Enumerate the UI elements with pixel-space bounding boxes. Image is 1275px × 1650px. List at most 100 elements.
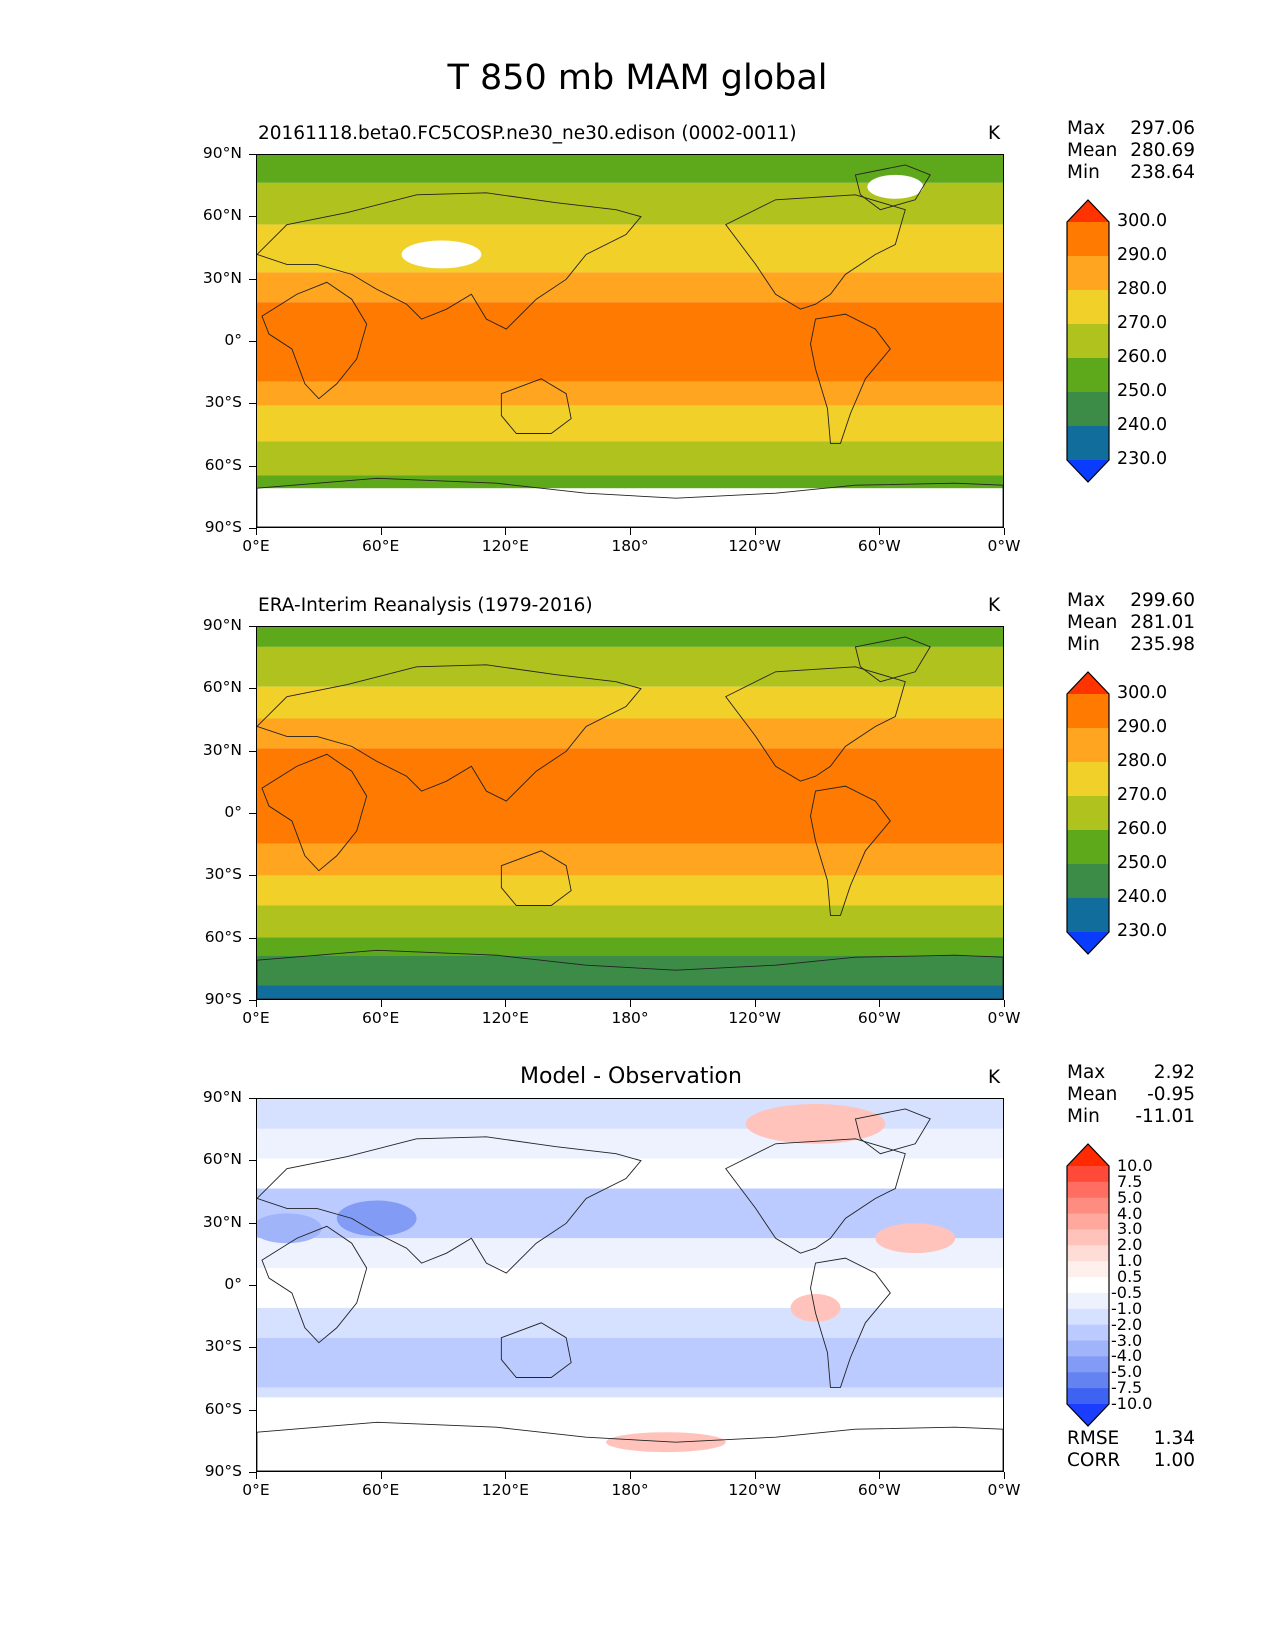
lat-tick-label: 90°S	[204, 1462, 242, 1480]
lat-tick-mark	[249, 937, 256, 939]
stat-value: 238.64	[1130, 162, 1195, 183]
lat-tick-label: 60°S	[204, 455, 242, 474]
coastline	[257, 1421, 1003, 1471]
lon-tick-mark	[1004, 1472, 1005, 1479]
colorbar-tick-label: 4.0	[1117, 1203, 1143, 1223]
lon-tick-mark	[505, 1472, 507, 1479]
field-band	[257, 1387, 1003, 1398]
lon-tick-mark	[630, 1472, 631, 1479]
coastline	[500, 378, 572, 434]
colorbar-segment	[1067, 1213, 1109, 1230]
lat-tick-mark	[249, 688, 256, 690]
lon-tick-mark	[256, 1000, 257, 1007]
error-stats: RMSE 1.34 CORR 1.00	[1067, 1428, 1195, 1472]
panel-title: 20161118.beta0.FC5COSP.ne30_ne30.edison …	[258, 123, 797, 144]
lat-tick-label: 60°N	[202, 1150, 242, 1169]
lon-tick-mark	[1004, 1000, 1005, 1007]
lon-tick-label: 60°E	[362, 1009, 400, 1027]
field-band	[257, 955, 1003, 986]
coastline	[257, 1136, 642, 1274]
stat-value: 299.60	[1130, 590, 1195, 611]
lat-tick-label: 30°N	[202, 268, 242, 287]
lon-tick-mark	[256, 1472, 257, 1479]
field-band	[257, 875, 1003, 906]
lat-tick-mark	[249, 750, 256, 752]
stat-row: Max 297.06	[1067, 118, 1195, 140]
lat-tick-mark	[249, 1222, 256, 1224]
colorbar-segment	[1067, 1197, 1109, 1215]
lat-tick-mark	[249, 1160, 256, 1162]
field-band	[257, 748, 1003, 844]
colorbar-segment	[1067, 1245, 1109, 1262]
colorbar-tick-label: 2.0	[1117, 1235, 1143, 1255]
colorbar-segment	[1067, 324, 1109, 359]
colorbar-tick-label: 250.0	[1117, 381, 1168, 401]
panel-title: Model - Observation	[520, 1064, 742, 1089]
colorbar-extend-min	[1067, 932, 1109, 954]
colorbar-tick-label: 300.0	[1117, 211, 1168, 231]
stat-value: -0.95	[1147, 1084, 1195, 1105]
field-band	[257, 627, 1003, 647]
stat-row: Max 299.60	[1067, 590, 1195, 612]
lon-tick-label: 0°W	[987, 1009, 1021, 1027]
lon-tick-mark	[1004, 528, 1005, 535]
lat-tick-label: 30°N	[202, 740, 242, 759]
colorbar-tick-label: 250.0	[1117, 853, 1168, 873]
colorbar-segment	[1067, 830, 1109, 865]
map-plot	[256, 154, 1004, 528]
lon-tick-mark	[754, 528, 756, 535]
lon-tick-label: 0°E	[242, 1481, 270, 1499]
colorbar-extend-min	[1067, 1404, 1109, 1426]
field-band	[257, 905, 1003, 938]
stat-row: Min 235.98	[1067, 634, 1195, 656]
lat-tick-label: 0°	[224, 331, 242, 349]
colorbar-tick-label: 0.5	[1117, 1267, 1143, 1287]
colorbar-segment	[1067, 1340, 1109, 1357]
lon-tick-mark	[879, 1000, 881, 1007]
colorbar-segment	[1067, 898, 1109, 933]
anomaly-region	[875, 1223, 956, 1254]
lon-tick-mark	[380, 1472, 382, 1479]
colorbar-tick-label: -3.0	[1111, 1330, 1143, 1350]
stat-value: 2.92	[1153, 1062, 1195, 1083]
coastline	[261, 1225, 368, 1344]
colorbar-tick-label: 270.0	[1117, 313, 1168, 333]
map-plot	[256, 626, 1004, 1000]
lon-tick-label: 120°E	[481, 1481, 529, 1499]
lat-tick-mark	[249, 216, 256, 218]
error-stat-row: CORR 1.00	[1067, 1450, 1195, 1472]
stat-value: 235.98	[1130, 634, 1195, 655]
colorbar-tick-label: 240.0	[1117, 415, 1168, 435]
lat-tick-mark	[249, 154, 256, 155]
colorbar-tick-label: 1.0	[1117, 1251, 1143, 1271]
field-band	[257, 441, 1003, 476]
colorbar-segment	[1067, 762, 1109, 797]
colorbar-tick-label: 280.0	[1117, 279, 1168, 299]
colorbar-tick-label: 290.0	[1117, 245, 1168, 265]
lat-tick-mark	[249, 403, 256, 405]
coastline	[261, 281, 368, 400]
field-band	[257, 1307, 1003, 1338]
unit-label: K	[988, 1067, 1001, 1088]
colorbar-extend-max	[1067, 200, 1109, 222]
lon-tick-label: 180°	[611, 537, 649, 555]
stat-row: Min -11.01	[1067, 1106, 1195, 1128]
lon-tick-label: 60°E	[362, 1481, 400, 1499]
lat-tick-mark	[249, 813, 256, 814]
stat-label: Min	[1067, 162, 1100, 183]
lat-tick-label: 30°S	[204, 393, 242, 412]
lat-tick-mark	[249, 1000, 256, 1001]
colorbar-tick-label: 5.0	[1117, 1187, 1143, 1207]
colorbar-segment	[1067, 392, 1109, 427]
colorbar-tick-label: 260.0	[1117, 819, 1168, 839]
stat-label: Mean	[1067, 1084, 1118, 1105]
lon-tick-mark	[256, 528, 257, 535]
colorbar-tick-label: 230.0	[1117, 921, 1168, 941]
colorbar-tick-label: 230.0	[1117, 449, 1168, 469]
missing-region	[257, 488, 1003, 527]
stat-label: Mean	[1067, 612, 1118, 633]
stat-label: Max	[1067, 1062, 1106, 1083]
colorbar-tick-label: 280.0	[1117, 751, 1168, 771]
lon-tick-mark	[754, 1000, 756, 1007]
colorbar-tick-label: 290.0	[1117, 717, 1168, 737]
